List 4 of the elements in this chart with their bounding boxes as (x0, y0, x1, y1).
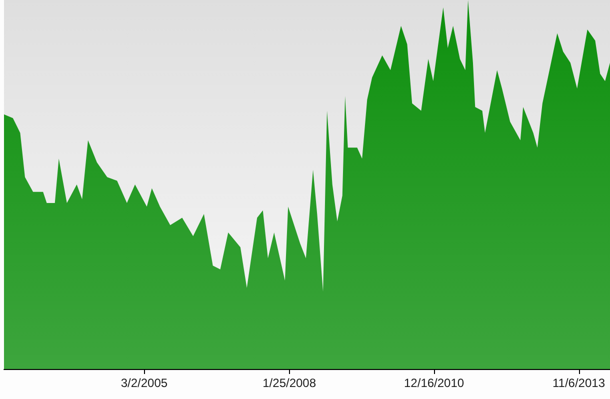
x-tick-label: 3/2/2005 (120, 376, 168, 390)
x-tick-label: 1/25/2008 (262, 376, 316, 390)
x-tick-label: 12/16/2010 (404, 376, 464, 390)
x-tick-label: 11/6/2013 (552, 376, 606, 390)
